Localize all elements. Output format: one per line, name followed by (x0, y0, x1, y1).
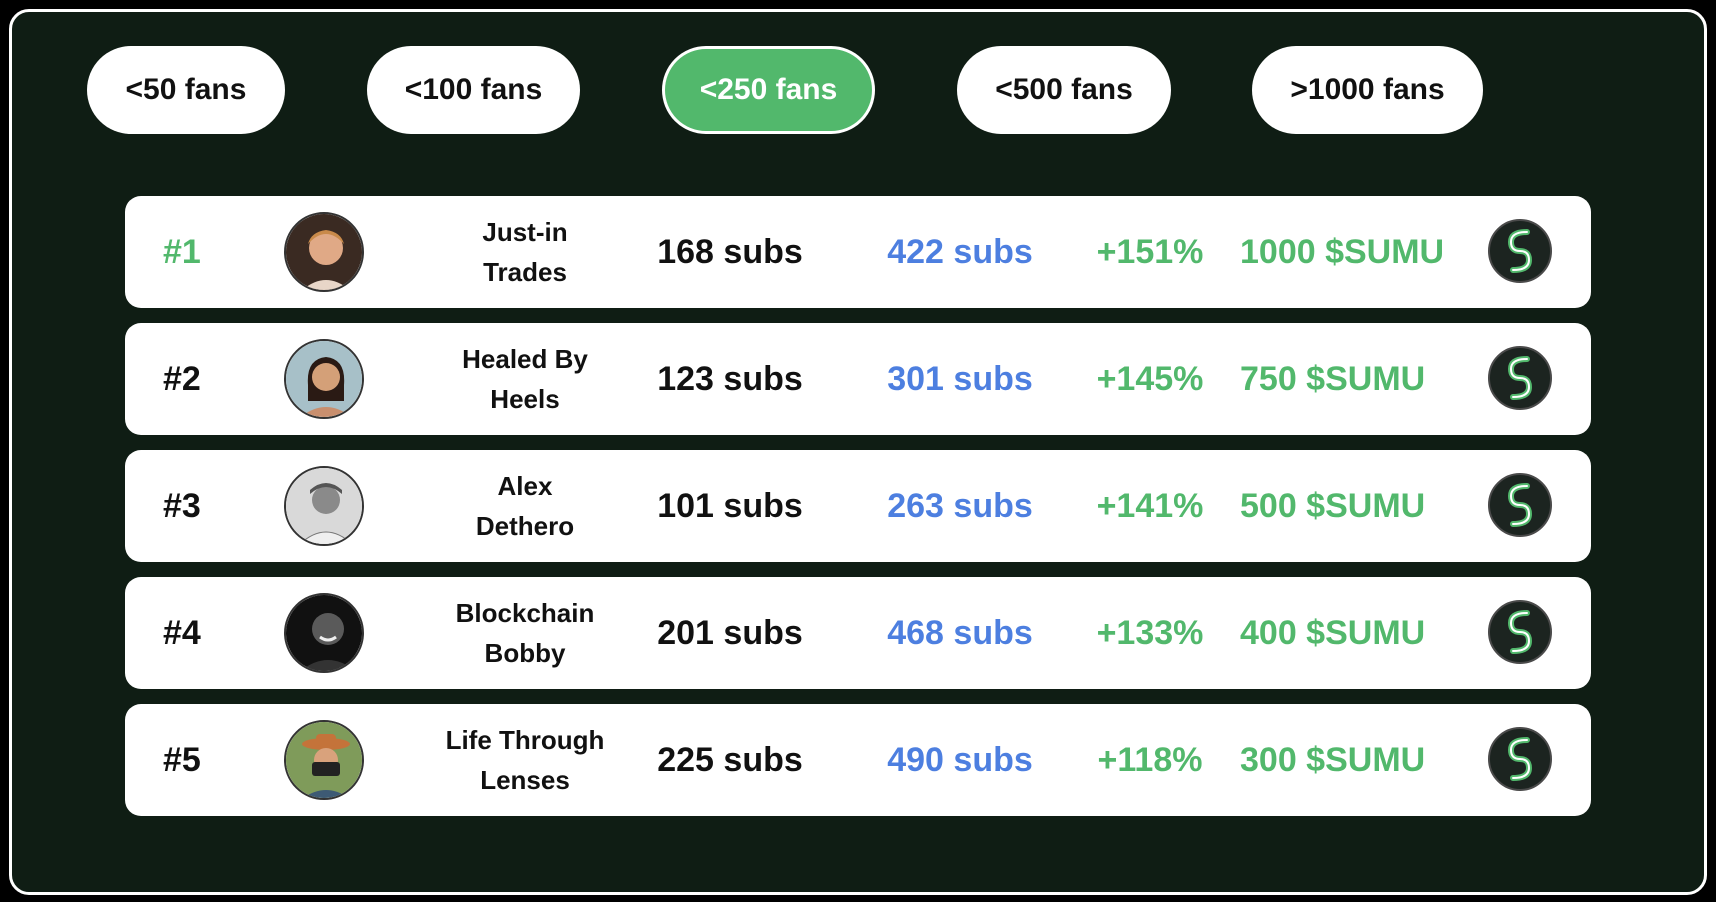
reward: 300 $SUMU (1240, 740, 1426, 779)
growth-percent: +133% (1096, 613, 1204, 652)
reward: 1000 $SUMU (1240, 232, 1445, 271)
reward: 500 $SUMU (1240, 486, 1426, 525)
tab-under-250-fans[interactable]: <250 fans (662, 46, 875, 134)
subs-after: 263 subs (887, 486, 1033, 525)
creator-name: Life Through Lenses (405, 704, 645, 816)
leaderboard-panel: <50 fans <100 fans <250 fans <500 fans >… (9, 9, 1707, 895)
tab-over-1000-fans[interactable]: >1000 fans (1252, 46, 1483, 134)
sumu-coin-icon (1487, 726, 1553, 792)
rank: #3 (163, 486, 201, 525)
reward: 400 $SUMU (1240, 613, 1426, 652)
sumu-coin-icon (1487, 472, 1553, 538)
leaderboard-row[interactable]: #1 Just-in Trades 168 subs 422 subs +151%… (125, 196, 1591, 308)
leaderboard-row[interactable]: #2 Healed By Heels 123 subs 301 subs +145… (125, 323, 1591, 435)
subs-after: 490 subs (887, 740, 1033, 779)
subs-before: 201 subs (657, 613, 803, 652)
avatar (284, 466, 364, 546)
reward: 750 $SUMU (1240, 359, 1426, 398)
rank: #2 (163, 359, 201, 398)
rank: #5 (163, 740, 201, 779)
sumu-coin-icon (1487, 218, 1553, 284)
creator-name-line2: Lenses (480, 765, 570, 795)
tab-under-500-fans[interactable]: <500 fans (957, 46, 1171, 134)
creator-name-line1: Healed By (462, 344, 588, 374)
sumu-coin-icon (1487, 599, 1553, 665)
creator-name: Healed By Heels (405, 323, 645, 435)
creator-name-line1: Life Through (445, 725, 605, 755)
creator-name-line1: Alex (497, 471, 553, 501)
creator-name: Alex Dethero (405, 450, 645, 562)
leaderboard-row[interactable]: #5 Life Through Lenses 225 subs 490 subs … (125, 704, 1591, 816)
growth-percent: +141% (1096, 486, 1204, 525)
subs-before: 101 subs (657, 486, 803, 525)
avatar (284, 339, 364, 419)
avatar (284, 593, 364, 673)
creator-name-line1: Blockchain (455, 598, 595, 628)
subs-after: 422 subs (887, 232, 1033, 271)
leaderboard-row[interactable]: #3 Alex Dethero 101 subs 263 subs +141% 5… (125, 450, 1591, 562)
creator-name-line1: Just-in (482, 217, 568, 247)
tab-under-50-fans[interactable]: <50 fans (87, 46, 285, 134)
subs-before: 225 subs (657, 740, 803, 779)
creator-name-line2: Trades (483, 257, 567, 287)
subs-before: 123 subs (657, 359, 803, 398)
creator-name-line2: Dethero (475, 511, 575, 541)
growth-percent: +145% (1096, 359, 1204, 398)
leaderboard-row[interactable]: #4 Blockchain Bobby 201 subs 468 subs +13… (125, 577, 1591, 689)
avatar (284, 212, 364, 292)
growth-percent: +118% (1097, 740, 1203, 779)
creator-name: Blockchain Bobby (405, 577, 645, 689)
rank: #4 (163, 613, 201, 652)
creator-name-line2: Heels (490, 384, 560, 414)
growth-percent: +151% (1096, 232, 1204, 271)
creator-name-line2: Bobby (484, 638, 566, 668)
subs-after: 301 subs (887, 359, 1033, 398)
fan-tier-tabs: <50 fans <100 fans <250 fans <500 fans >… (12, 12, 1704, 162)
creator-name: Just-in Trades (405, 196, 645, 308)
subs-after: 468 subs (887, 613, 1033, 652)
avatar (284, 720, 364, 800)
rank: #1 (163, 232, 201, 271)
tab-under-100-fans[interactable]: <100 fans (367, 46, 580, 134)
subs-before: 168 subs (657, 232, 803, 271)
sumu-coin-icon (1487, 345, 1553, 411)
